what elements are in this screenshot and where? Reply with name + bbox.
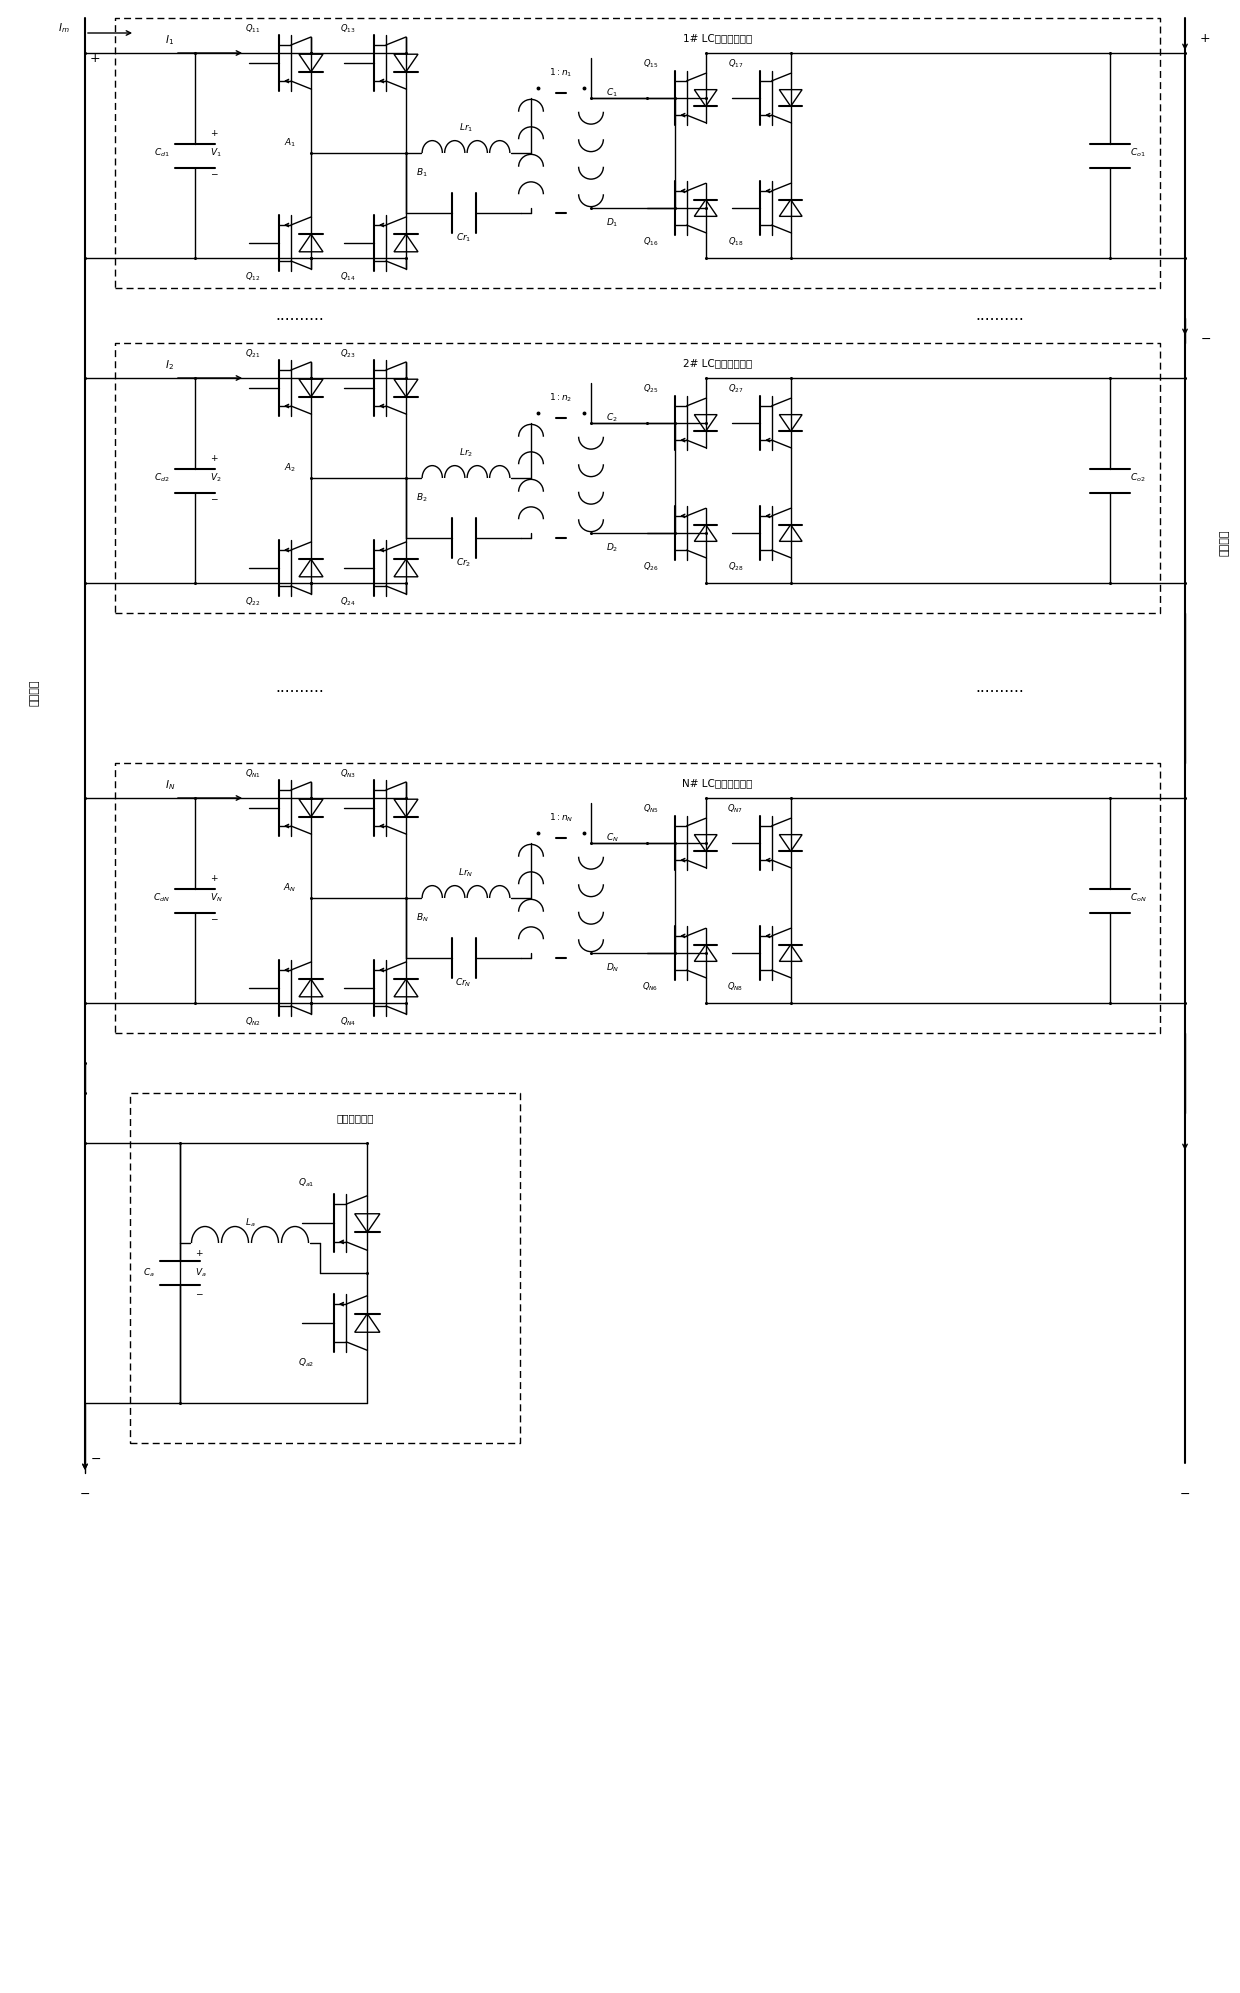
Text: $I_1$: $I_1$ [165,34,174,48]
Text: $Q_{N1}$: $Q_{N1}$ [246,767,262,779]
Text: $Q_{N8}$: $Q_{N8}$ [728,981,744,993]
Text: $C_{o2}$: $C_{o2}$ [1130,472,1146,484]
Text: $Q_{N2}$: $Q_{N2}$ [246,1016,262,1028]
Text: $C_{d1}$: $C_{d1}$ [154,147,170,159]
Text: $-$: $-$ [210,913,218,923]
Text: $Q_{23}$: $Q_{23}$ [340,347,356,361]
Text: $+$: $+$ [195,1248,203,1258]
Text: $D_1$: $D_1$ [606,217,619,229]
Text: $Q_{26}$: $Q_{26}$ [642,560,658,574]
Text: $Q_{a2}$: $Q_{a2}$ [299,1357,315,1369]
Text: $C_{o1}$: $C_{o1}$ [1130,147,1146,159]
Text: 1# LC串联谐振模块: 1# LC串联谐振模块 [683,34,753,44]
Text: $Q_{28}$: $Q_{28}$ [728,560,744,574]
Text: $Q_{N7}$: $Q_{N7}$ [728,803,744,815]
Text: ..........: .......... [976,680,1024,696]
Text: $Q_{11}$: $Q_{11}$ [246,22,260,36]
Text: $B_1$: $B_1$ [415,167,428,179]
Text: N# LC串联谐振模块: N# LC串联谐振模块 [682,777,753,787]
Text: $B_N$: $B_N$ [415,911,429,925]
Text: $-$: $-$ [195,1289,203,1297]
Text: $Q_{22}$: $Q_{22}$ [246,596,260,608]
Text: $C_{d2}$: $C_{d2}$ [154,472,170,484]
Text: $B_2$: $B_2$ [415,492,428,504]
Text: $Q_{18}$: $Q_{18}$ [728,235,744,249]
Text: 中压直流: 中压直流 [30,680,40,706]
Text: $Q_{13}$: $Q_{13}$ [340,22,356,36]
Text: $L_a$: $L_a$ [244,1218,255,1230]
Text: $Q_{N3}$: $Q_{N3}$ [340,767,356,779]
Text: $Cr_2$: $Cr_2$ [456,556,471,570]
Text: $D_2$: $D_2$ [606,542,619,554]
Text: $D_N$: $D_N$ [606,963,620,975]
Text: $C_N$: $C_N$ [606,831,619,845]
Text: $+$: $+$ [210,128,218,138]
Text: $V_N$: $V_N$ [210,891,223,905]
Text: $Q_{17}$: $Q_{17}$ [728,58,744,70]
Text: $-$: $-$ [210,494,218,502]
Text: $Q_{a1}$: $Q_{a1}$ [298,1176,315,1190]
Text: $C_2$: $C_2$ [606,413,618,425]
Text: $1:n_N$: $1:n_N$ [549,811,573,825]
Text: $Q_{N5}$: $Q_{N5}$ [642,803,658,815]
Text: $-$: $-$ [210,169,218,177]
Text: $+$: $+$ [210,452,218,462]
Text: $C_1$: $C_1$ [606,88,618,100]
Text: $Cr_1$: $Cr_1$ [456,231,471,245]
Text: $-$: $-$ [79,1487,91,1499]
Text: $A_2$: $A_2$ [284,462,296,474]
Text: $Q_{15}$: $Q_{15}$ [642,58,658,70]
Text: $-$: $-$ [91,1451,102,1465]
Text: $-$: $-$ [1179,1487,1190,1499]
Text: $C_{dN}$: $C_{dN}$ [153,891,170,905]
Text: $+$: $+$ [210,873,218,883]
Text: $Q_{N4}$: $Q_{N4}$ [340,1016,356,1028]
Text: $I_N$: $I_N$ [165,777,175,791]
Text: $-$: $-$ [1200,331,1211,345]
Text: 辅助桥臂模块: 辅助桥臂模块 [336,1112,373,1122]
Text: $Q_{16}$: $Q_{16}$ [642,235,658,249]
Text: $A_N$: $A_N$ [283,881,296,895]
Text: $Lr_N$: $Lr_N$ [459,867,474,879]
Text: ..........: .......... [976,309,1024,323]
Text: $V_a$: $V_a$ [195,1268,207,1280]
Text: ..........: .......... [275,680,325,696]
Text: $Q_{25}$: $Q_{25}$ [642,383,658,395]
Text: 低压直流: 低压直流 [1220,530,1230,556]
Text: ..........: .......... [275,309,325,323]
Text: $1:n_1$: $1:n_1$ [549,66,573,80]
Text: $A_1$: $A_1$ [284,138,296,149]
Text: $Cr_N$: $Cr_N$ [455,977,471,989]
Text: +: + [91,52,100,64]
Text: $Q_{14}$: $Q_{14}$ [340,271,356,283]
Text: $I_m$: $I_m$ [58,22,69,36]
Text: $Q_{27}$: $Q_{27}$ [728,383,744,395]
Text: $Lr_1$: $Lr_1$ [459,122,474,134]
Text: $Q_{12}$: $Q_{12}$ [246,271,260,283]
Text: $C_{oN}$: $C_{oN}$ [1130,891,1147,905]
Text: $V_2$: $V_2$ [210,472,222,484]
Text: 2# LC串联谐振模块: 2# LC串联谐振模块 [683,359,753,369]
Text: $Q_{N6}$: $Q_{N6}$ [642,981,658,993]
Text: $V_1$: $V_1$ [210,147,222,159]
Text: $Lr_2$: $Lr_2$ [459,446,474,458]
Text: $Q_{21}$: $Q_{21}$ [246,347,260,361]
Text: +: + [1200,32,1210,44]
Text: $1:n_2$: $1:n_2$ [549,393,573,405]
Text: $Q_{24}$: $Q_{24}$ [340,596,356,608]
Text: $C_a$: $C_a$ [144,1268,155,1280]
Text: $I_2$: $I_2$ [165,359,174,373]
